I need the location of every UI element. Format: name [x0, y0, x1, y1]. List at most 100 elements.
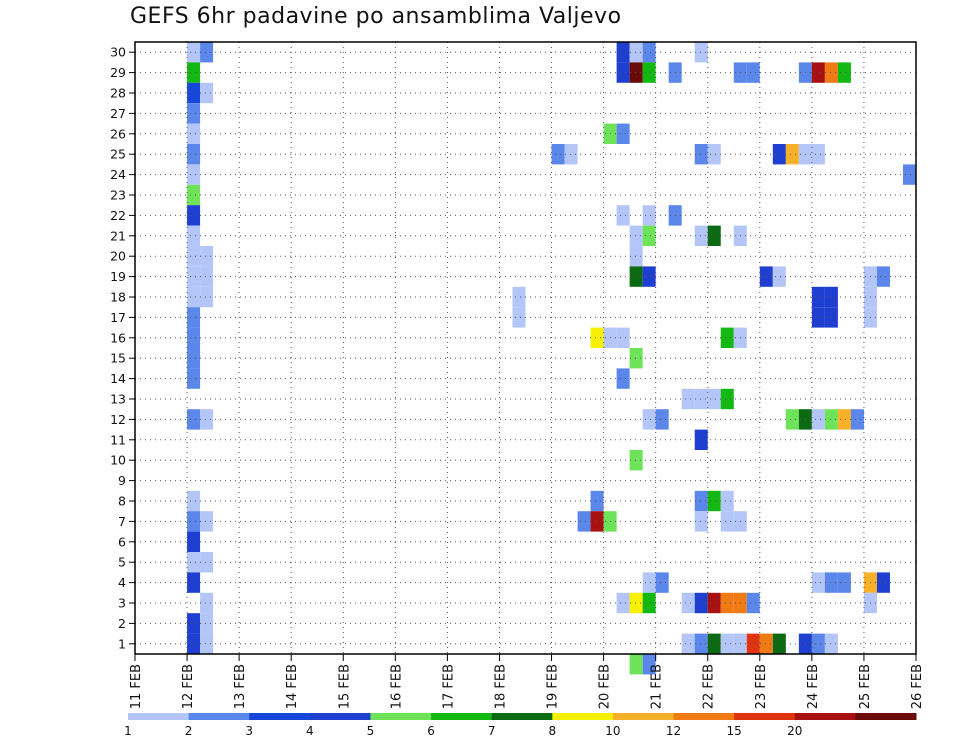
y-tick-label: 1 — [118, 636, 126, 651]
heatmap-cell — [681, 592, 695, 614]
chart-title: GEFS 6hr padavine po ansamblima Valjevo — [130, 4, 622, 29]
heatmap-cell — [824, 409, 838, 430]
x-tick-label: 17 FEB — [441, 664, 456, 709]
y-tick-label: 2 — [118, 616, 126, 631]
heatmap-cell — [694, 42, 708, 63]
heatmap-cell — [837, 409, 851, 430]
heatmap-cell — [187, 62, 201, 83]
heatmap-cell — [187, 82, 201, 104]
colorbar-swatch — [128, 713, 190, 720]
y-tick-label: 27 — [110, 106, 126, 121]
heatmap-cell — [642, 266, 656, 287]
colorbar-label: 20 — [787, 724, 802, 738]
heatmap-cell — [694, 429, 708, 450]
x-tick-label: 22 FEB — [702, 664, 717, 709]
heatmap-cell — [720, 327, 734, 348]
heatmap-cell — [642, 409, 656, 430]
heatmap-cell — [187, 348, 201, 369]
x-tick-label: 26 FEB — [910, 664, 925, 709]
heatmap-cell — [902, 164, 916, 185]
heatmap-cell — [629, 42, 643, 63]
heatmap-cell — [694, 225, 708, 246]
heatmap-cell — [811, 144, 825, 165]
heatmap-cell — [824, 62, 838, 83]
heatmap-cell — [187, 103, 201, 124]
heatmap-cell — [694, 144, 708, 165]
heatmap-cell — [200, 246, 214, 267]
x-tick-label: 14 FEB — [285, 664, 300, 709]
plot-frame — [134, 41, 917, 655]
heatmap-cell — [642, 592, 656, 614]
heatmap-cell — [590, 490, 604, 512]
heatmap-cell — [837, 62, 851, 83]
heatmap-cell — [187, 225, 201, 246]
heatmap-cell — [746, 62, 760, 83]
colorbar-label: 3 — [245, 724, 253, 738]
y-tick-label: 11 — [110, 432, 126, 447]
y-tick-label: 22 — [110, 208, 126, 223]
heatmap-cell — [772, 266, 786, 287]
colorbar-label: 12 — [666, 724, 681, 738]
heatmap-cell — [616, 205, 630, 226]
heatmap-cell — [200, 82, 214, 104]
colorbar-swatch — [673, 713, 735, 720]
heatmap-cell — [811, 286, 825, 308]
heatmap-cell — [590, 327, 604, 348]
heatmap-cell — [694, 592, 708, 614]
heatmap-cell — [187, 144, 201, 165]
heatmap-cell — [577, 511, 591, 532]
heatmap-cell — [187, 184, 201, 206]
heatmap-cell — [642, 225, 656, 246]
heatmap-cell — [187, 246, 201, 267]
y-tick-label: 4 — [118, 575, 126, 590]
x-tick-label: 15 FEB — [337, 664, 352, 709]
heatmap-cell — [187, 613, 201, 634]
heatmap-cell — [785, 409, 799, 430]
heatmap-cell — [681, 633, 695, 654]
heatmap-cell — [187, 307, 201, 328]
heatmap-cell — [512, 307, 526, 328]
x-axis-ticks: 11 FEB 12 FEB 13 FEB 14 FEB 15 FEB 16 FEB 17 F… — [129, 654, 925, 709]
colorbar-legend: 1 2 3 4 5 6 7 8 10 12 15 20 — [124, 713, 917, 738]
heatmap-cell — [629, 266, 643, 287]
y-tick-label: 29 — [110, 65, 126, 80]
heatmap-cell — [707, 144, 721, 165]
heatmap-cell — [616, 592, 630, 614]
heatmap-cell — [837, 572, 851, 593]
heatmap-cell — [811, 633, 825, 654]
colorbar-swatch — [431, 713, 493, 720]
heatmap-cell — [824, 286, 838, 308]
heatmap-cell — [629, 62, 643, 83]
heatmap-cell — [642, 654, 656, 675]
y-tick-label: 23 — [110, 188, 126, 203]
heatmap-cell — [187, 42, 201, 63]
x-tick-label: 25 FEB — [858, 664, 873, 709]
y-tick-label: 19 — [110, 269, 126, 284]
colorbar-swatch — [612, 713, 675, 720]
heatmap-cell — [187, 123, 201, 144]
heatmap-cell — [642, 42, 656, 63]
y-tick-label: 7 — [118, 514, 126, 529]
x-tick-label: 23 FEB — [754, 664, 769, 709]
y-tick-label: 25 — [110, 147, 126, 162]
heatmap-cell — [707, 592, 721, 614]
heatmap-cell — [772, 633, 786, 654]
x-tick-label: 19 FEB — [546, 664, 561, 709]
y-tick-label: 16 — [110, 330, 126, 345]
x-tick-label: 16 FEB — [389, 664, 404, 709]
colorbar-swatch — [188, 713, 250, 720]
heatmap-cell — [512, 286, 526, 308]
heatmap-cell — [187, 552, 201, 573]
heatmap-cell — [876, 266, 890, 287]
heatmap-cell — [876, 572, 890, 593]
heatmap-cell — [187, 286, 201, 308]
heatmap-cell — [720, 633, 734, 654]
x-tick-label: 21 FEB — [650, 664, 665, 709]
heatmap-cell — [720, 592, 734, 614]
heatmap-cell — [187, 511, 201, 532]
x-tick-label: 20 FEB — [598, 664, 613, 709]
heatmap-cell — [746, 592, 760, 614]
heatmap-cell — [824, 572, 838, 593]
heatmap-cell — [187, 164, 201, 185]
